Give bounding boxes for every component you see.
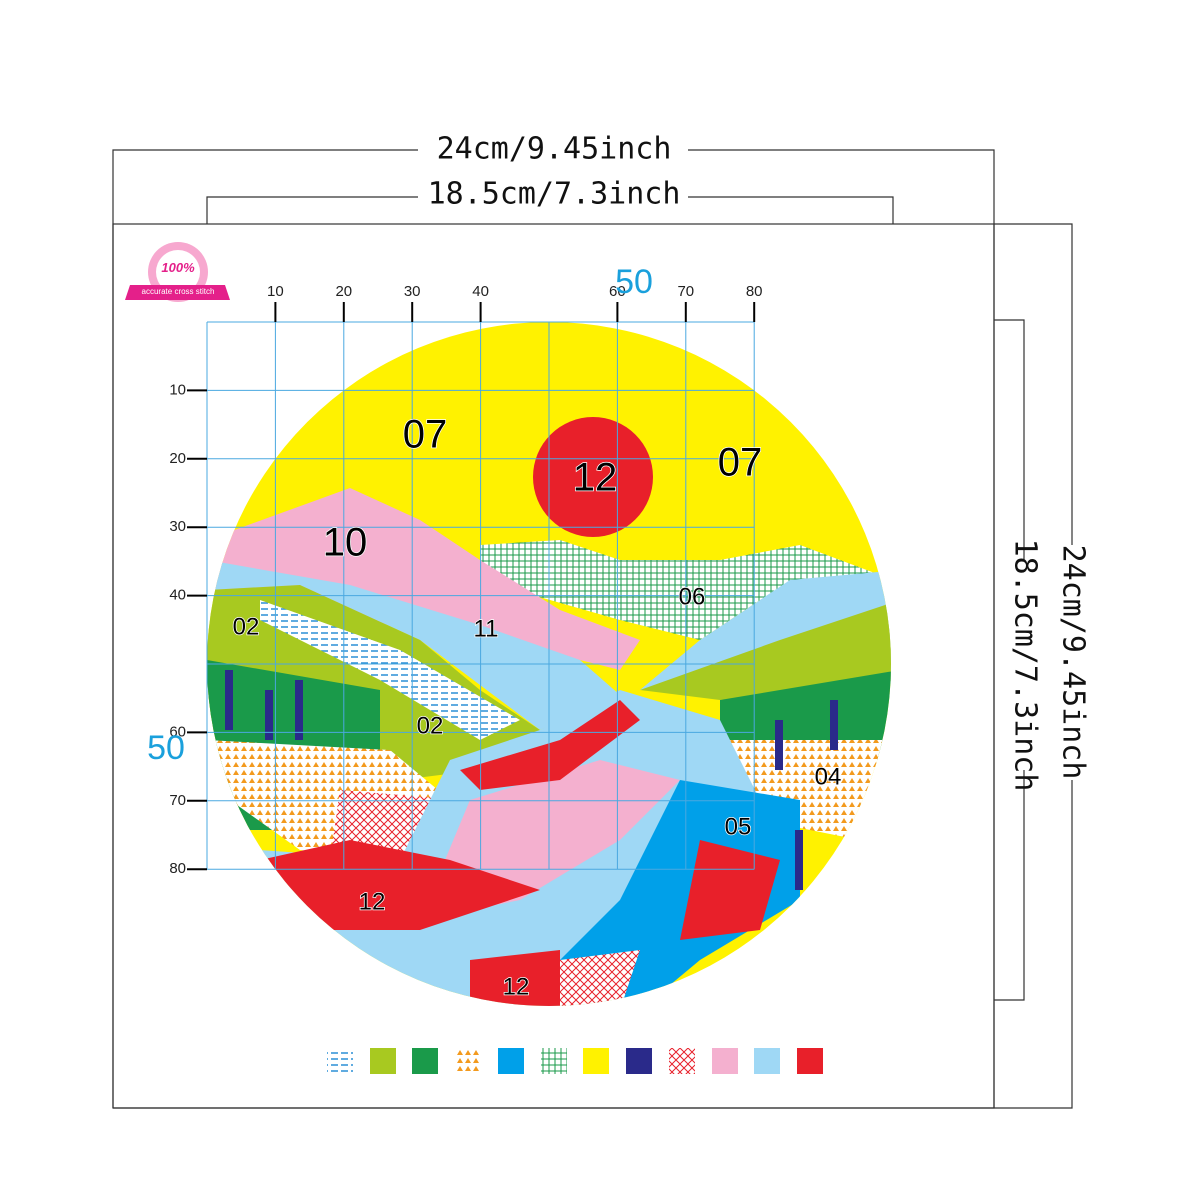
badge: 100% accurate cross stitch: [125, 242, 230, 302]
region-label: 11: [474, 615, 499, 642]
region-label: 12: [359, 888, 386, 915]
y-axis-label: 70: [169, 792, 186, 809]
x-axis-label: 80: [746, 283, 763, 300]
y-axis-label: 20: [169, 450, 186, 467]
y-axis-label: 60: [169, 723, 186, 740]
x-axis-label: 30: [404, 283, 421, 300]
outer-width: 24cm/9.45inch: [437, 132, 672, 167]
region-label: 02: [417, 712, 444, 739]
grid-labels: 10 20 30 40 60 70 80 10 20 30 40 60 70 80: [169, 283, 762, 877]
x-axis-label: 70: [677, 283, 694, 300]
color-legend: [327, 1048, 823, 1074]
badge-text: accurate cross stitch: [142, 287, 215, 296]
y-axis-label: 10: [169, 381, 186, 398]
region-label: 07: [403, 413, 448, 457]
y-axis-label: 80: [169, 860, 186, 877]
y-center-label: 50: [147, 729, 185, 767]
artwork: [207, 322, 891, 1006]
region-label: 12: [503, 973, 530, 1000]
region-label: 02: [233, 613, 260, 640]
y-axis-label: 40: [169, 587, 186, 604]
y-axis-label: 30: [169, 518, 186, 535]
dimension-lines: [112, 149, 1073, 1109]
region-label: 07: [718, 441, 763, 485]
inner-width: 18.5cm/7.3inch: [428, 177, 681, 212]
x-axis-label: 20: [335, 283, 352, 300]
inner-height: 18.5cm/7.3inch: [1008, 539, 1043, 792]
region-label: 12: [573, 456, 618, 500]
region-label: 04: [815, 763, 842, 790]
x-axis-label: 10: [267, 283, 284, 300]
x-axis-label: 40: [472, 283, 489, 300]
region-label: 06: [679, 583, 706, 610]
grid: [206, 321, 755, 870]
outer-height: 24cm/9.45inch: [1056, 545, 1091, 780]
badge-percent: 100%: [161, 260, 195, 275]
x-center-label: 50: [615, 263, 653, 301]
region-label: 10: [323, 521, 368, 565]
x-axis-label: 60: [609, 283, 626, 300]
region-label: 05: [725, 813, 752, 840]
